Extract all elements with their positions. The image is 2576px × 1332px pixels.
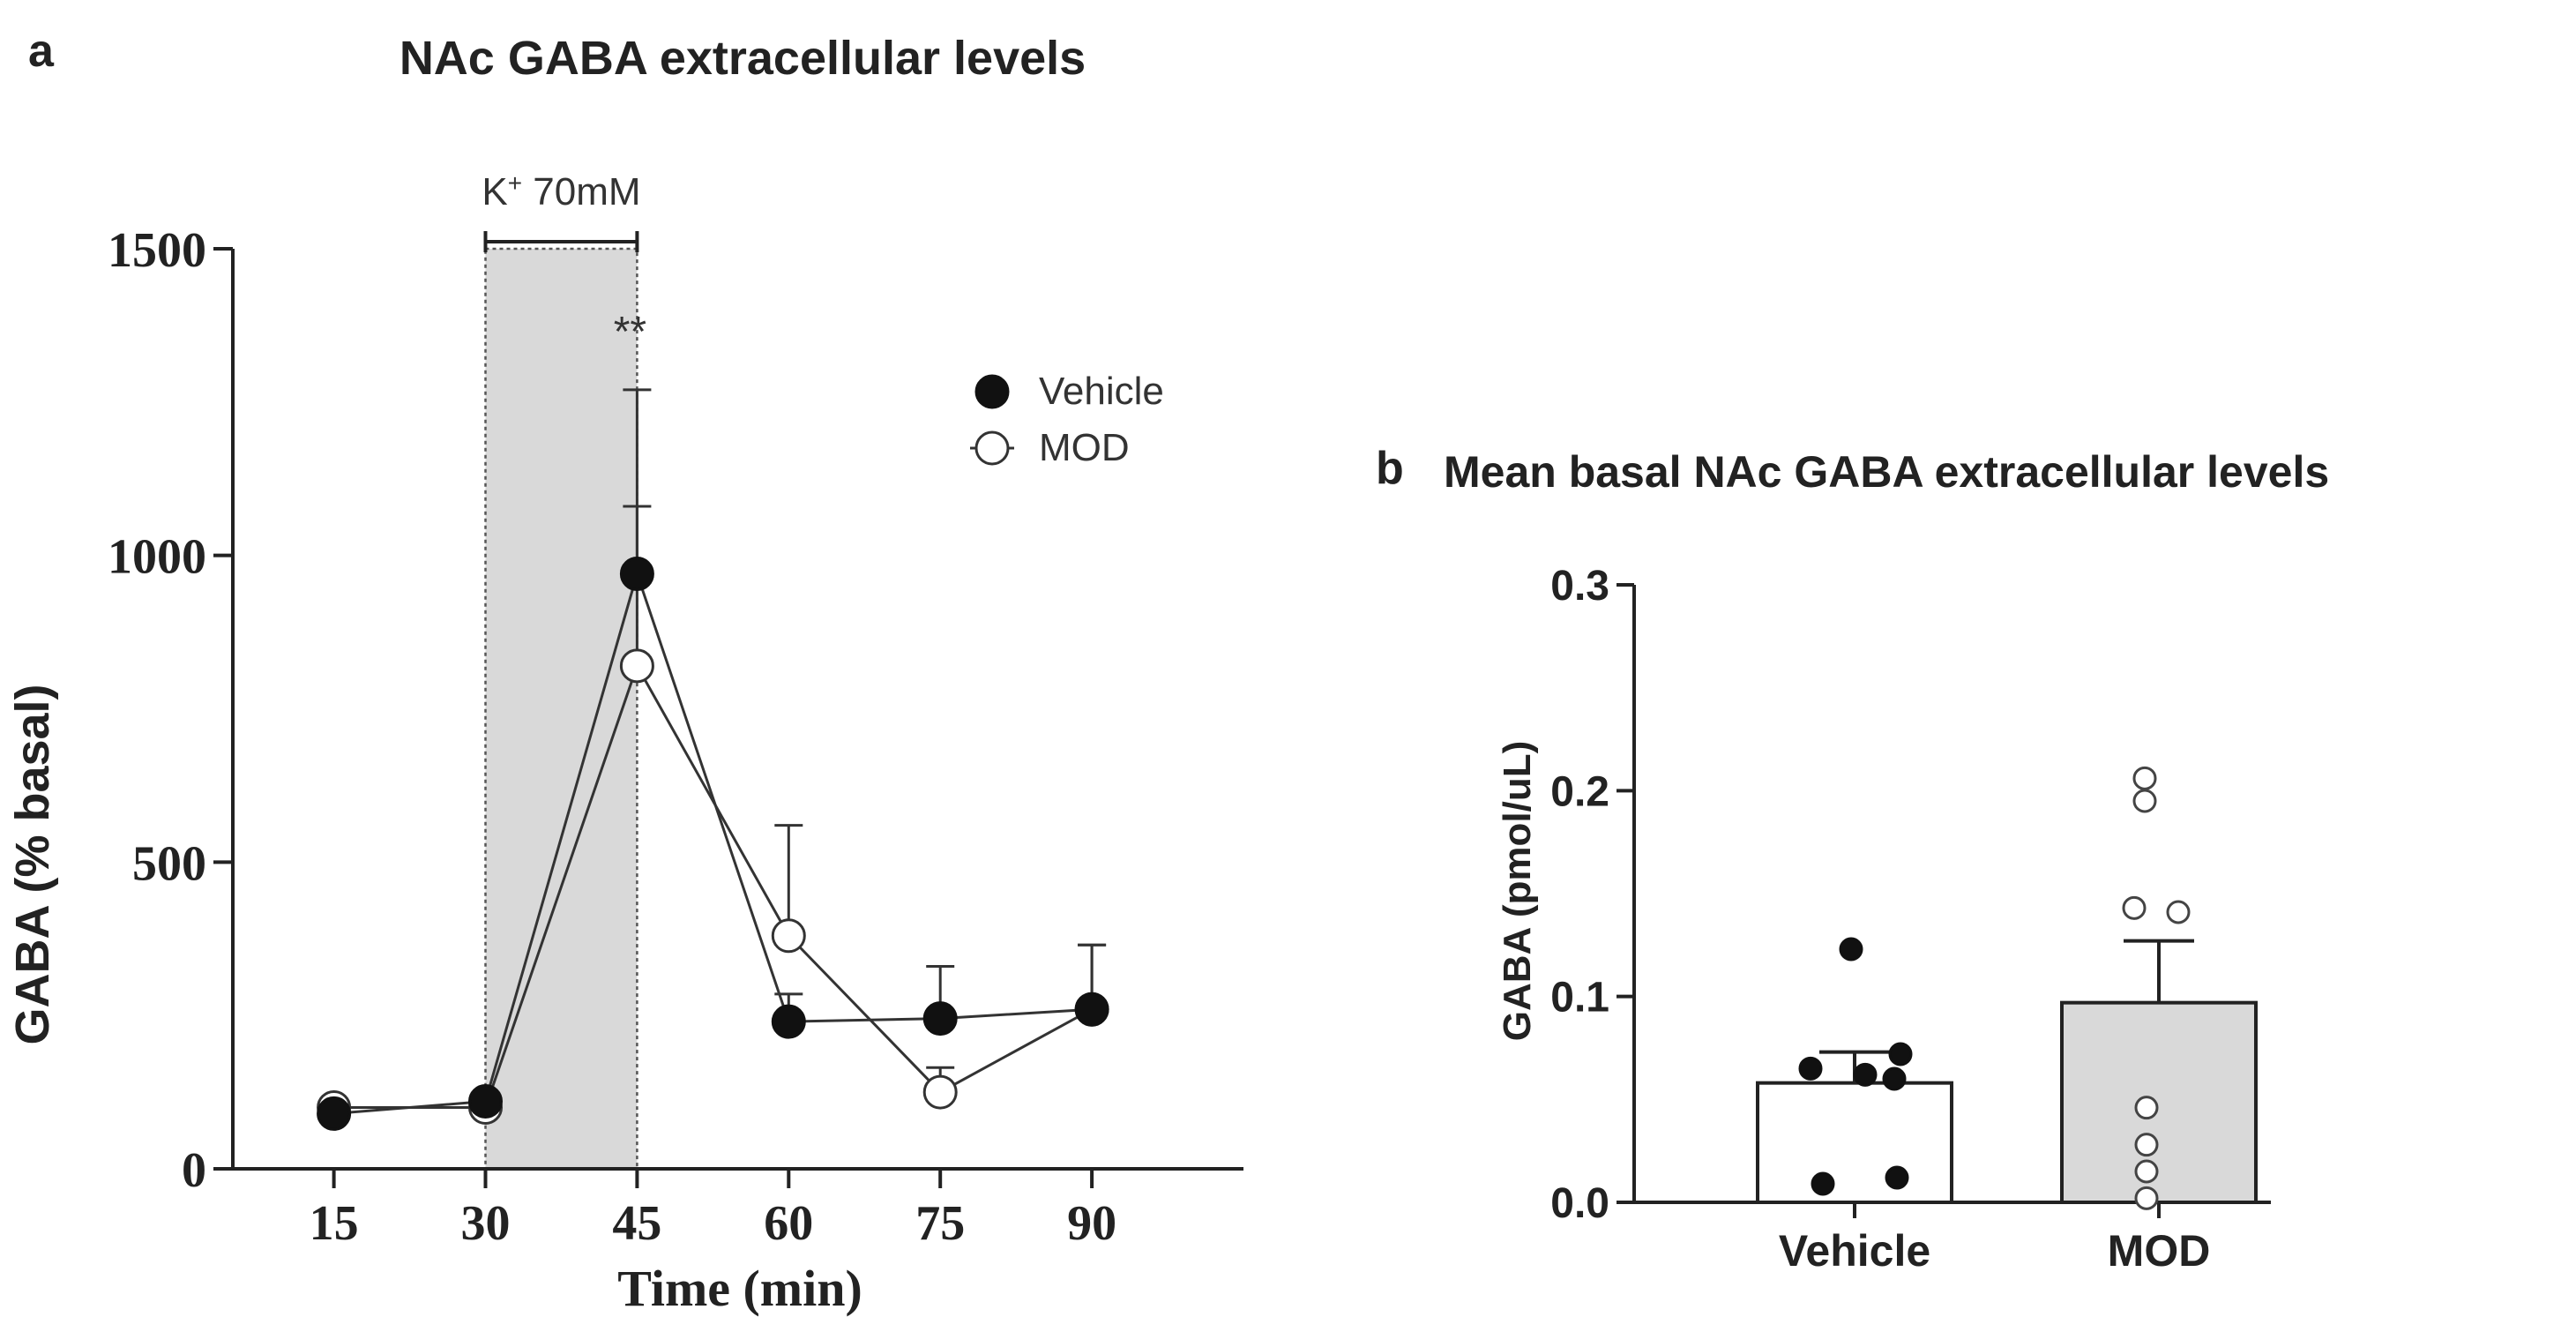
x-axis-label: Time (min) — [617, 1260, 862, 1317]
legend: Vehicle MOD — [970, 370, 1164, 469]
legend-label-mod: MOD — [1039, 426, 1130, 469]
point-vehicle — [317, 1096, 352, 1131]
x-tick-label: 60 — [764, 1196, 813, 1251]
series-line-mod — [333, 662, 1093, 1109]
point-vehicle — [1074, 992, 1109, 1027]
point-mod — [2134, 1186, 2159, 1210]
y-tick-label: 500 — [132, 836, 206, 891]
panel-b-letter: b — [1376, 443, 1404, 494]
panel-a-title: NAc GABA extracellular levels — [399, 32, 1086, 85]
y-tick-label: 1500 — [108, 223, 206, 278]
series-points — [317, 557, 1109, 1131]
y-tick-label: 0 — [182, 1143, 206, 1198]
x-tick-label: 90 — [1067, 1196, 1116, 1251]
point-vehicle — [771, 1004, 806, 1039]
b-y-tick-label: 0.0 — [1550, 1180, 1609, 1227]
panel-b-title: Mean basal NAc GABA extracellular levels — [1444, 447, 2329, 497]
panel-a-letter: a — [28, 26, 55, 77]
b-x-tick-label: Vehicle — [1779, 1226, 1930, 1276]
bar-vehicle — [1756, 1081, 1953, 1204]
point-mod — [771, 918, 806, 954]
point-mod — [2132, 766, 2157, 790]
point-vehicle — [1885, 1165, 1909, 1190]
b-y-tick-label: 0.1 — [1550, 975, 1609, 1021]
b-individual-points — [1798, 766, 2191, 1210]
point-vehicle — [922, 1001, 958, 1036]
x-tick-label: 30 — [461, 1196, 511, 1251]
x-tick-label: 15 — [310, 1196, 359, 1251]
b-y-axis-label: GABA (pmol/uL) — [1496, 741, 1539, 1042]
x-tick-label: 45 — [612, 1196, 661, 1251]
point-vehicle — [1798, 1056, 1823, 1081]
b-axis-ticks: 0.0 0.1 0.2 0.3 Vehicle MOD — [1550, 563, 2210, 1276]
series-line-vehicle — [333, 569, 1093, 1115]
series-lines — [333, 569, 1093, 1115]
point-vehicle — [468, 1084, 503, 1119]
legend-marker-mod — [974, 430, 1010, 466]
k-window-label-k: K — [482, 170, 507, 213]
y-axis-label: GABA (% basal) — [6, 684, 59, 1044]
k-stimulation-window — [484, 247, 638, 1171]
point-mod — [2134, 1133, 2159, 1157]
legend-marker-vehicle — [974, 374, 1010, 409]
b-y-tick-label: 0.3 — [1550, 563, 1609, 610]
point-vehicle — [1839, 937, 1863, 962]
point-mod — [619, 648, 654, 684]
x-tick-label: 75 — [915, 1196, 965, 1251]
significance-marker: ** — [614, 309, 646, 355]
b-x-tick-label: MOD — [2108, 1226, 2211, 1276]
point-vehicle — [1811, 1171, 1835, 1196]
k-window-label-sup: + — [508, 169, 522, 197]
point-mod — [2134, 1159, 2159, 1184]
b-y-tick-label: 0.2 — [1550, 768, 1609, 815]
k-window-label: K+ 70mM — [482, 169, 640, 214]
y-tick-label: 1000 — [108, 530, 206, 585]
panel-b: b Mean basal NAc GABA extracellular leve… — [1376, 443, 2329, 1276]
point-vehicle — [1853, 1062, 1878, 1087]
k-window-label-rest: 70mM — [522, 170, 640, 213]
point-vehicle — [1882, 1066, 1907, 1091]
b-bars — [1756, 1000, 2258, 1204]
point-mod — [2166, 900, 2191, 924]
point-mod — [922, 1074, 958, 1110]
point-mod — [2132, 789, 2157, 813]
point-vehicle — [1888, 1042, 1913, 1066]
point-vehicle — [619, 557, 654, 592]
bar-mod — [2060, 1000, 2258, 1204]
legend-label-vehicle: Vehicle — [1039, 370, 1164, 413]
axis-ticks: 0 500 1000 1500 15 30 45 60 75 90 — [108, 223, 1116, 1251]
point-mod — [2122, 895, 2147, 920]
panel-a: a NAc GABA extracellular levels K+ 70mM … — [6, 26, 1243, 1317]
point-mod — [2134, 1096, 2159, 1120]
